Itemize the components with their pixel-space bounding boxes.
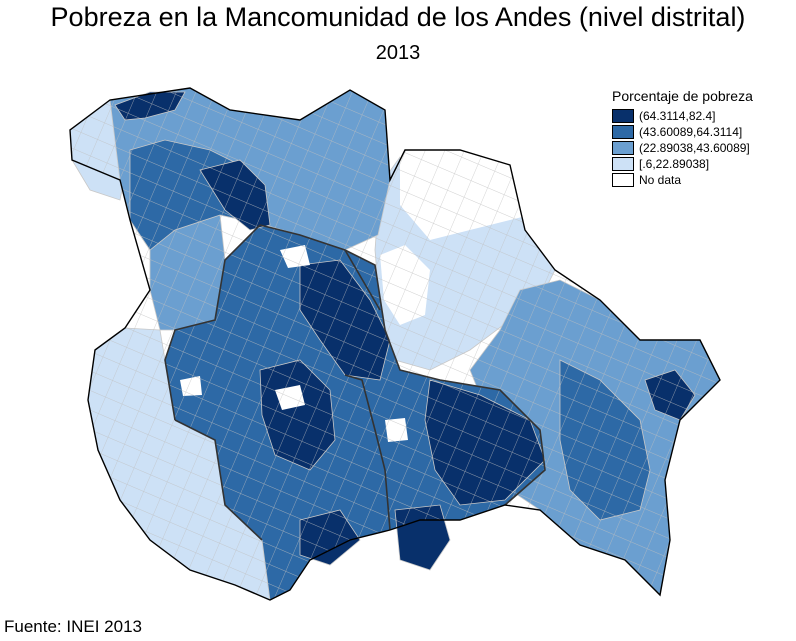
legend-label: [.6,22.89038] <box>639 157 710 171</box>
legend-label: (64.3114,82.4] <box>639 109 716 123</box>
district-boundaries <box>70 88 720 600</box>
legend-label: No data <box>639 173 682 187</box>
legend-item: (22.89038,43.60089] <box>612 140 792 156</box>
map-year: 2013 <box>375 42 421 64</box>
map-title: Pobreza en la Mancomunidad de los Andes … <box>50 2 746 32</box>
source-note: Fuente: INEI 2013 <box>4 617 142 636</box>
outer-boundary <box>69 87 721 601</box>
legend-item: No data <box>612 172 792 188</box>
legend-swatch <box>612 109 634 123</box>
legend: Porcentaje de pobreza (64.3114,82.4] (43… <box>612 88 792 188</box>
legend-item: [.6,22.89038] <box>612 156 792 172</box>
province-boundaries <box>164 224 546 541</box>
legend-item: (43.60089,64.3114] <box>612 124 792 140</box>
legend-swatch <box>612 173 634 187</box>
legend-item: (64.3114,82.4] <box>612 108 792 124</box>
legend-title: Porcentaje de pobreza <box>612 88 753 104</box>
legend-label: (43.60089,64.3114] <box>639 125 743 139</box>
legend-swatch <box>612 125 634 139</box>
legend-swatch <box>612 157 634 171</box>
legend-label: (22.89038,43.60089] <box>639 141 750 155</box>
legend-swatch <box>612 141 634 155</box>
